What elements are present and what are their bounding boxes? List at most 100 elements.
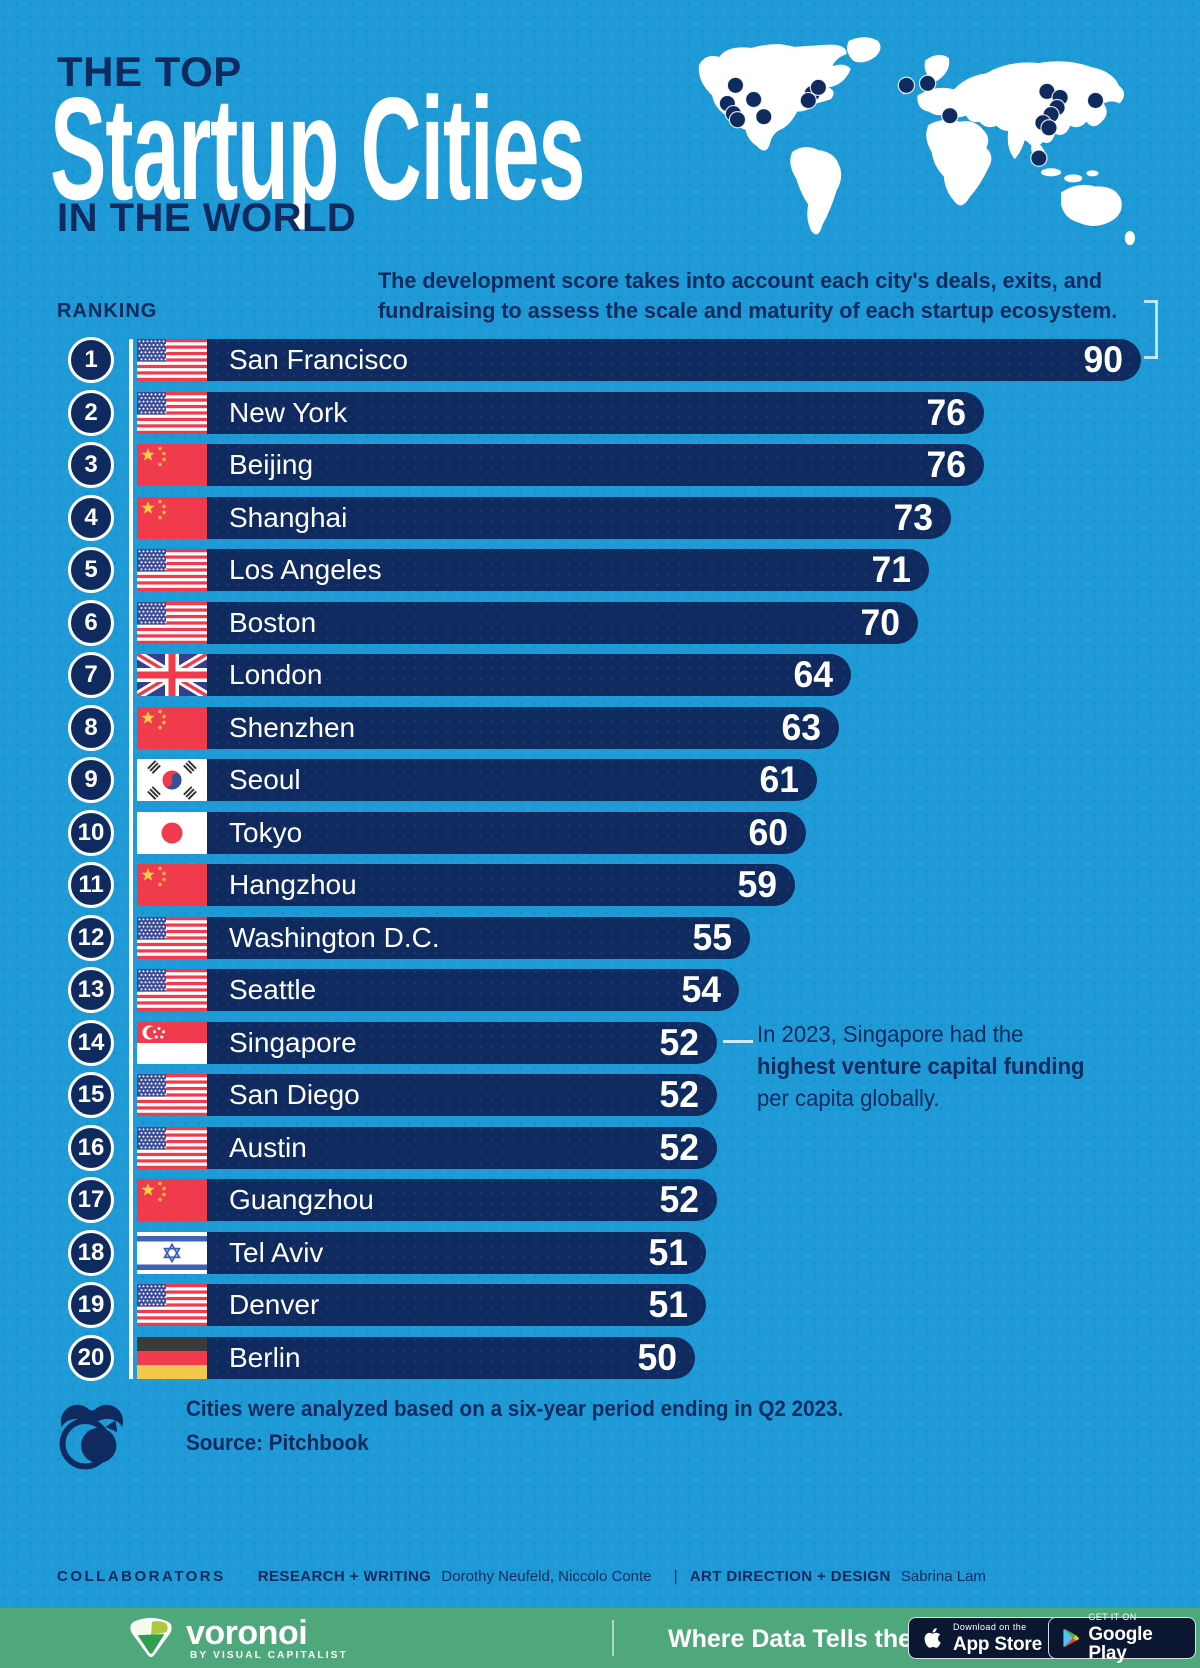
ranking-row-denver: 19 Denver 51 <box>0 1282 1200 1328</box>
collaborators-label: COLLABORATORS <box>57 1568 226 1585</box>
score-bar <box>137 706 840 749</box>
world-map <box>698 37 1135 246</box>
score-value: 50 <box>636 1336 677 1378</box>
page-title: Startup Cities <box>50 67 585 230</box>
flag-cn-icon <box>137 706 207 749</box>
city-label: San Diego <box>229 1079 360 1110</box>
flag-gb-icon <box>137 654 207 696</box>
score-value: 51 <box>648 1231 688 1273</box>
flag-us-icon <box>137 549 207 591</box>
rank-badge: 1 <box>68 337 114 383</box>
score-bar <box>137 496 951 539</box>
flag-us-icon <box>137 339 207 381</box>
rank-badge: 9 <box>68 757 114 803</box>
score-value: 52 <box>659 1126 699 1168</box>
score-bar <box>137 969 740 1011</box>
app-store-caption: Download on the <box>953 1621 1027 1632</box>
google-play-icon <box>1063 1629 1079 1647</box>
annotation-line2: per capita globally. <box>757 1085 940 1111</box>
rank-badge: 4 <box>68 494 114 541</box>
ranking-row-berlin: 20 Berlin 50 <box>0 1334 1200 1381</box>
rank-badge: 18 <box>68 1229 114 1276</box>
footer-bar: voronoi BY VISUAL CAPITALIST Where Data … <box>0 1608 1200 1668</box>
google-play-badge[interactable]: GET IT ON Google Play <box>1048 1613 1196 1663</box>
rank-badge: 19 <box>68 1282 114 1328</box>
score-value: 60 <box>748 811 788 853</box>
city-label: Tokyo <box>229 816 303 848</box>
rank-badge: 12 <box>68 914 114 961</box>
city-label: Beijing <box>229 449 314 480</box>
score-bar <box>137 759 818 801</box>
city-label: New York <box>229 396 348 428</box>
footnote-source: Source: Pitchbook <box>186 1430 369 1455</box>
score-value: 51 <box>648 1284 688 1325</box>
city-label: Guangzhou <box>229 1184 374 1215</box>
flag-cn-icon <box>137 444 207 486</box>
city-label: Denver <box>229 1289 320 1320</box>
voronoi-wordmark: voronoi <box>186 1614 308 1652</box>
ranking-row-shenzhen: 8 Shenzhen 63 <box>0 704 1200 751</box>
ranking-row-boston: 6 Boston 70 <box>0 599 1200 646</box>
ranking-row-washington-d-c-: 12 Washington D.C. 55 <box>0 914 1200 961</box>
flag-us-icon <box>137 1074 207 1116</box>
city-label: Shanghai <box>229 501 348 533</box>
ranking-row-guangzhou: 17 Guangzhou 52 <box>0 1177 1200 1223</box>
map-africa <box>926 119 992 206</box>
kicker-text: THE TOP <box>57 48 242 95</box>
ranking-row-beijing: 3 Beijing 76 <box>0 442 1200 488</box>
bracket-vertical <box>1155 300 1158 359</box>
score-bar <box>137 549 929 591</box>
flag-us-icon <box>137 1126 207 1169</box>
design-label: ART DIRECTION + DESIGN <box>689 1568 891 1585</box>
ranking-row-austin: 16 Austin 52 <box>0 1124 1200 1171</box>
flag-cn-icon <box>137 496 207 539</box>
rank-badge: 16 <box>68 1124 114 1171</box>
map-greenland <box>847 37 881 63</box>
rank-badge: 10 <box>68 809 114 856</box>
ranking-row-new-york: 2 New York 76 <box>0 389 1200 436</box>
score-bar <box>137 811 806 854</box>
city-label: Seoul <box>229 764 301 795</box>
ranking-row-san-diego: 15 San Diego 52 <box>0 1072 1200 1118</box>
city-label: Washington D.C. <box>229 921 440 953</box>
flag-kr-icon <box>137 759 207 801</box>
bracket-bottom-tick <box>1144 356 1158 359</box>
map-india <box>1007 128 1026 160</box>
flag-de-icon <box>137 1336 207 1379</box>
flag-us-icon <box>137 916 207 959</box>
city-label: Los Angeles <box>229 554 382 585</box>
rank-badge: 13 <box>68 967 114 1013</box>
score-bar <box>137 1336 695 1379</box>
annotation-line1: In 2023, Singapore had the <box>757 1021 1024 1047</box>
score-value: 70 <box>859 601 900 643</box>
flag-us-icon <box>137 969 207 1011</box>
flag-sg-icon <box>137 1021 207 1064</box>
score-value: 76 <box>926 391 967 433</box>
score-bar <box>137 1284 706 1326</box>
rank-badge: 20 <box>68 1334 114 1381</box>
score-value: 52 <box>659 1179 699 1220</box>
map-scandinavia <box>924 54 950 82</box>
score-value: 59 <box>737 864 777 905</box>
score-bar <box>137 339 1141 381</box>
score-value: 55 <box>692 916 733 958</box>
collaborators-line: COLLABORATORS RESEARCH + WRITING Dorothy… <box>57 1568 996 1585</box>
design-names: Sabrina Lam <box>900 1568 986 1585</box>
apple-icon <box>924 1628 941 1648</box>
chart-description: The development score takes into account… <box>378 266 1117 326</box>
city-label: Berlin <box>229 1341 301 1373</box>
score-value: 61 <box>759 759 800 800</box>
city-label: Seattle <box>229 974 317 1005</box>
annotation-connector-line <box>723 1040 753 1043</box>
app-store-badge[interactable]: Download on the App Store <box>908 1617 1060 1659</box>
ranking-row-seattle: 13 Seattle 54 <box>0 967 1200 1013</box>
region-line: IN THE WORLD <box>57 196 357 240</box>
score-bar <box>137 601 918 644</box>
score-value: 64 <box>793 654 833 695</box>
score-value: 52 <box>659 1074 699 1115</box>
score-value: 90 <box>1082 339 1123 380</box>
voronoi-logo-icon <box>130 1617 172 1658</box>
city-label: Boston <box>229 606 317 638</box>
city-label: Austin <box>229 1131 307 1163</box>
